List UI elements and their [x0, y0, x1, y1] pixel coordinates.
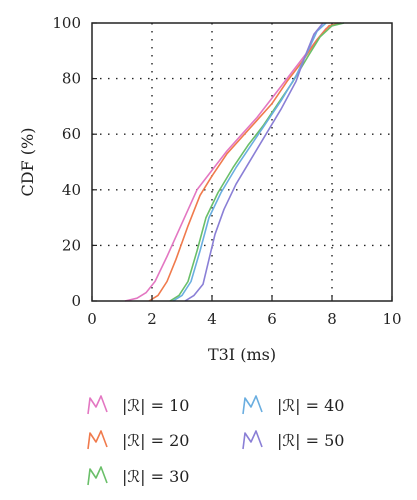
x-tick-label: 6	[267, 310, 277, 328]
plot-frame	[91, 22, 393, 302]
legend-label: |ℛ| = 20	[122, 431, 189, 450]
legend-swatch	[87, 466, 108, 486]
series-line-3	[169, 22, 345, 302]
y-tick-label: 20	[62, 236, 81, 254]
x-axis-title: T3I (ms)	[208, 345, 276, 364]
y-tick-label: 80	[62, 70, 81, 88]
legend-item-1: |ℛ| = 10	[87, 395, 189, 415]
legend-swatch	[242, 430, 263, 450]
y-axis-title: CDF (%)	[18, 128, 37, 197]
x-tick-label: 4	[207, 310, 217, 328]
legend-item-4: |ℛ| = 40	[242, 395, 344, 415]
legend-swatch	[87, 395, 108, 415]
series-line-1	[124, 22, 339, 302]
x-tick-label: 2	[147, 310, 157, 328]
y-tick-label: 0	[71, 292, 81, 310]
series-lines	[124, 22, 345, 302]
series-line-5	[184, 22, 324, 302]
x-tick-label: 8	[327, 310, 337, 328]
legend-swatch	[87, 430, 108, 450]
series-line-2	[148, 22, 342, 302]
legend-swatch	[242, 395, 263, 415]
legend: |ℛ| = 10 |ℛ| = 20 |ℛ| = 30 |ℛ| = 40 |ℛ| = 50	[87, 395, 344, 486]
x-tick-label: 10	[382, 310, 401, 328]
legend-label: |ℛ| = 50	[277, 431, 344, 450]
legend-label: |ℛ| = 30	[122, 467, 189, 486]
legend-item-5: |ℛ| = 50	[242, 430, 344, 450]
grid-lines	[92, 23, 392, 301]
legend-label: |ℛ| = 10	[122, 396, 189, 415]
x-tick-label: 0	[87, 310, 97, 328]
legend-item-2: |ℛ| = 20	[87, 430, 189, 450]
y-tick-label: 40	[62, 181, 81, 199]
y-tick-label: 100	[52, 14, 81, 32]
y-tick-label: 60	[62, 125, 81, 143]
legend-label: |ℛ| = 40	[277, 396, 344, 415]
legend-item-3: |ℛ| = 30	[87, 466, 189, 486]
